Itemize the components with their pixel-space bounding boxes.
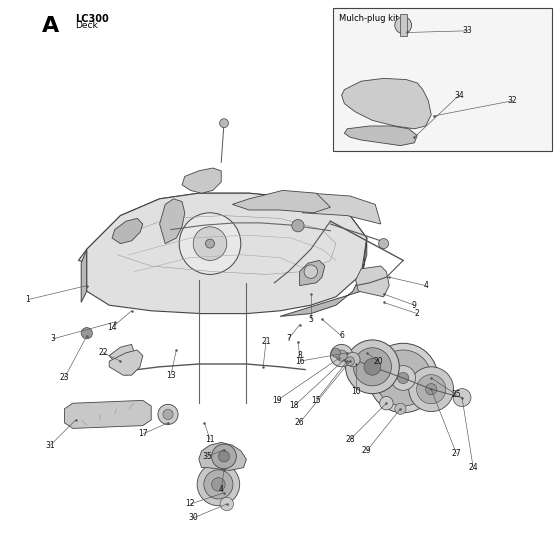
- Circle shape: [304, 265, 318, 278]
- Circle shape: [220, 497, 234, 511]
- Bar: [333, 8, 552, 151]
- Text: 25: 25: [451, 390, 461, 399]
- Text: 5: 5: [309, 315, 313, 324]
- Text: 32: 32: [507, 96, 517, 105]
- Polygon shape: [81, 249, 87, 302]
- Polygon shape: [302, 193, 381, 224]
- Polygon shape: [356, 266, 389, 297]
- Circle shape: [336, 350, 347, 361]
- Circle shape: [395, 403, 406, 414]
- Circle shape: [292, 220, 304, 232]
- Polygon shape: [199, 442, 246, 470]
- Text: Deck: Deck: [76, 21, 99, 30]
- Polygon shape: [109, 344, 137, 375]
- Polygon shape: [87, 193, 367, 314]
- Text: 2: 2: [415, 309, 419, 318]
- Text: 4: 4: [219, 486, 223, 494]
- Polygon shape: [280, 238, 367, 316]
- Polygon shape: [78, 193, 367, 286]
- Circle shape: [163, 409, 173, 419]
- Circle shape: [212, 478, 225, 491]
- Circle shape: [380, 396, 393, 410]
- Circle shape: [368, 343, 438, 413]
- Circle shape: [398, 372, 409, 384]
- Text: 12: 12: [186, 500, 195, 508]
- Circle shape: [375, 350, 431, 406]
- Circle shape: [395, 17, 412, 34]
- Circle shape: [409, 367, 454, 412]
- Polygon shape: [64, 400, 151, 428]
- Text: 11: 11: [206, 435, 214, 444]
- Circle shape: [364, 358, 381, 375]
- Text: 30: 30: [188, 514, 198, 522]
- Polygon shape: [300, 260, 325, 286]
- Text: LC300: LC300: [76, 14, 109, 24]
- Polygon shape: [342, 78, 431, 129]
- Circle shape: [346, 352, 360, 367]
- Text: 35: 35: [202, 452, 212, 461]
- Text: 29: 29: [362, 446, 372, 455]
- Text: 13: 13: [166, 371, 176, 380]
- Text: 21: 21: [262, 337, 270, 346]
- Text: 17: 17: [138, 430, 148, 438]
- Circle shape: [353, 348, 391, 386]
- Text: 23: 23: [59, 374, 69, 382]
- Text: 19: 19: [272, 396, 282, 405]
- Text: 14: 14: [107, 323, 117, 332]
- Text: 8: 8: [297, 351, 302, 360]
- Polygon shape: [160, 199, 185, 244]
- Polygon shape: [109, 350, 143, 375]
- Circle shape: [220, 119, 228, 128]
- Polygon shape: [344, 126, 417, 146]
- Text: 9: 9: [412, 301, 417, 310]
- Text: 6: 6: [339, 332, 344, 340]
- Circle shape: [179, 213, 241, 274]
- Circle shape: [379, 239, 389, 249]
- Text: 3: 3: [51, 334, 55, 343]
- Circle shape: [391, 366, 416, 390]
- Polygon shape: [182, 168, 221, 193]
- Text: 33: 33: [463, 26, 473, 35]
- Text: 22: 22: [99, 348, 108, 357]
- Text: 4: 4: [423, 281, 428, 290]
- Circle shape: [453, 389, 471, 407]
- Text: 27: 27: [451, 449, 461, 458]
- Circle shape: [426, 384, 437, 395]
- Circle shape: [417, 375, 446, 404]
- Polygon shape: [112, 218, 143, 244]
- Circle shape: [332, 348, 340, 357]
- Text: 7: 7: [286, 334, 291, 343]
- Text: A: A: [42, 16, 59, 36]
- Text: 24: 24: [468, 463, 478, 472]
- Circle shape: [346, 357, 354, 366]
- Text: 20: 20: [373, 357, 383, 366]
- Circle shape: [204, 470, 233, 499]
- Text: 15: 15: [311, 396, 321, 405]
- Circle shape: [212, 444, 236, 469]
- Text: 10: 10: [351, 388, 361, 396]
- Circle shape: [197, 463, 240, 506]
- Circle shape: [158, 404, 178, 424]
- Circle shape: [193, 227, 227, 260]
- Text: 28: 28: [346, 435, 354, 444]
- Text: Mulch-plug kit: Mulch-plug kit: [339, 14, 398, 23]
- Text: 26: 26: [295, 418, 305, 427]
- Text: 16: 16: [295, 357, 305, 366]
- Polygon shape: [232, 190, 330, 213]
- Text: 18: 18: [290, 402, 298, 410]
- Circle shape: [206, 239, 214, 248]
- Circle shape: [330, 344, 353, 367]
- Circle shape: [346, 340, 399, 394]
- Text: 34: 34: [454, 91, 464, 100]
- Circle shape: [218, 451, 230, 462]
- Text: 1: 1: [26, 295, 30, 304]
- Bar: [400, 14, 407, 36]
- Circle shape: [81, 328, 92, 339]
- Text: 31: 31: [45, 441, 55, 450]
